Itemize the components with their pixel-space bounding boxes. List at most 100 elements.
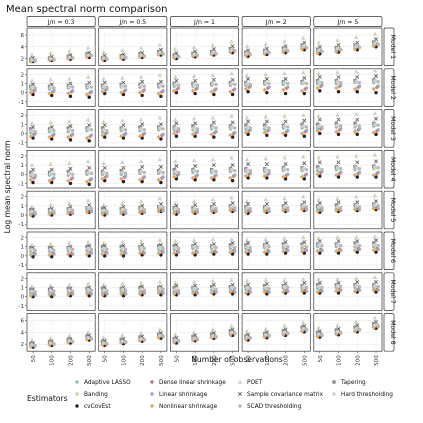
data-point xyxy=(228,243,233,247)
data-point xyxy=(339,330,343,335)
data-point xyxy=(171,291,177,297)
data-point xyxy=(352,46,358,52)
data-point xyxy=(47,252,52,258)
data-point xyxy=(355,132,359,137)
data-point xyxy=(372,31,378,36)
data-point xyxy=(262,130,267,135)
data-point xyxy=(376,42,380,47)
y-tick-label: 2 xyxy=(20,276,24,282)
data-point xyxy=(176,55,181,59)
data-point xyxy=(28,252,34,258)
data-point xyxy=(355,117,360,122)
data-point xyxy=(31,92,35,97)
x-tick-label: 500 xyxy=(231,355,237,366)
data-point xyxy=(190,337,196,343)
data-point xyxy=(209,175,214,181)
data-point xyxy=(320,125,324,129)
data-point xyxy=(173,117,178,122)
data-point xyxy=(373,122,377,126)
data-point xyxy=(352,86,358,92)
data-point xyxy=(267,50,271,55)
data-point xyxy=(211,163,216,168)
data-point xyxy=(246,176,250,180)
data-point xyxy=(138,198,144,203)
data-point xyxy=(30,85,34,89)
data-point xyxy=(138,45,144,50)
data-point xyxy=(214,334,218,339)
data-point xyxy=(142,175,147,179)
data-point xyxy=(211,206,215,210)
data-point xyxy=(355,250,359,254)
data-point xyxy=(89,292,94,296)
data-point xyxy=(282,71,287,76)
x-tick-label: 100 xyxy=(50,355,56,366)
data-point xyxy=(339,284,343,289)
data-point xyxy=(137,177,143,182)
data-point xyxy=(195,83,200,88)
data-point xyxy=(357,207,362,212)
data-point xyxy=(229,113,234,118)
data-point xyxy=(229,205,234,209)
data-point xyxy=(137,90,143,95)
data-point xyxy=(286,85,290,89)
data-point xyxy=(282,80,287,85)
data-point xyxy=(31,180,35,185)
data-point xyxy=(248,126,252,130)
x-tick-label: 50 xyxy=(103,355,109,363)
data-point xyxy=(190,210,196,215)
y-tick-label: 1 xyxy=(20,81,24,87)
data-point xyxy=(233,245,237,250)
data-point xyxy=(211,81,215,86)
data-point xyxy=(267,333,271,338)
legend-entry: Sample covariance matrix xyxy=(238,392,324,398)
data-point xyxy=(282,277,287,282)
legend-key xyxy=(332,392,336,396)
data-point xyxy=(195,207,200,212)
data-point xyxy=(52,128,56,133)
data-point xyxy=(302,75,307,80)
data-point xyxy=(67,207,72,212)
data-point xyxy=(105,171,109,176)
data-point xyxy=(87,95,91,99)
data-point xyxy=(302,177,306,181)
data-point xyxy=(339,170,343,175)
data-point xyxy=(87,182,91,187)
data-point xyxy=(357,244,362,248)
data-point xyxy=(243,86,249,92)
data-point xyxy=(138,335,142,339)
data-point xyxy=(193,91,197,96)
data-point xyxy=(161,250,165,254)
data-point xyxy=(191,334,195,339)
panel xyxy=(313,109,383,148)
data-point xyxy=(190,250,196,256)
data-point xyxy=(48,161,53,166)
data-point xyxy=(101,76,106,81)
data-point xyxy=(52,89,56,93)
data-point xyxy=(353,275,359,281)
data-point xyxy=(120,207,125,212)
data-point xyxy=(139,245,143,250)
data-point xyxy=(300,112,306,117)
data-point xyxy=(142,291,147,295)
data-point xyxy=(230,120,235,125)
data-point xyxy=(318,131,322,136)
data-point xyxy=(173,82,177,87)
data-point xyxy=(352,248,358,253)
data-point xyxy=(354,283,358,288)
y-tick-label: 1 xyxy=(20,285,24,291)
panel xyxy=(98,150,168,189)
data-point xyxy=(317,124,321,128)
data-point xyxy=(192,244,196,249)
data-point xyxy=(120,281,125,286)
panel xyxy=(26,272,96,311)
data-point xyxy=(281,242,286,246)
data-point xyxy=(315,165,320,169)
data-point xyxy=(142,128,147,132)
data-point xyxy=(157,42,163,47)
y-tick-label: 4 xyxy=(20,45,24,51)
data-point xyxy=(353,241,357,245)
data-point xyxy=(230,135,235,139)
data-point xyxy=(66,251,71,257)
data-point xyxy=(50,93,54,98)
data-point xyxy=(138,285,142,290)
